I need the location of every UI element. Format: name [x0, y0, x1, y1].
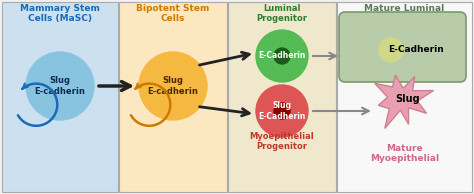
Circle shape [274, 48, 290, 64]
Bar [337, 2, 472, 192]
Text: Slug: Slug [395, 94, 420, 104]
Circle shape [139, 52, 207, 120]
Text: Myoepithelial
Progenitor: Myoepithelial Progenitor [250, 132, 314, 151]
Text: Mammary Stem
Cells (MaSC): Mammary Stem Cells (MaSC) [20, 4, 100, 23]
Bar [119, 2, 227, 192]
Text: Bipotent Stem
Cells: Bipotent Stem Cells [137, 4, 210, 23]
Text: Mature Luminal: Mature Luminal [365, 4, 445, 13]
Bar [2, 2, 118, 192]
Text: Slug
E-cadherin: Slug E-cadherin [35, 76, 85, 96]
Circle shape [256, 85, 308, 137]
Text: E-Cadherin: E-Cadherin [258, 51, 306, 61]
Text: Mature
Myoepithelial: Mature Myoepithelial [370, 144, 439, 163]
Text: Luminal
Progenitor: Luminal Progenitor [256, 4, 308, 23]
Bar [228, 2, 336, 192]
Text: E-Cadherin: E-Cadherin [388, 45, 444, 54]
Text: Slug
E-Cadherin: Slug E-Cadherin [258, 101, 306, 121]
Text: Slug
E-cadherin: Slug E-cadherin [147, 76, 199, 96]
Circle shape [256, 30, 308, 82]
Polygon shape [375, 75, 433, 128]
Circle shape [274, 103, 290, 119]
Circle shape [379, 38, 403, 62]
Circle shape [26, 52, 94, 120]
FancyBboxPatch shape [339, 12, 466, 82]
